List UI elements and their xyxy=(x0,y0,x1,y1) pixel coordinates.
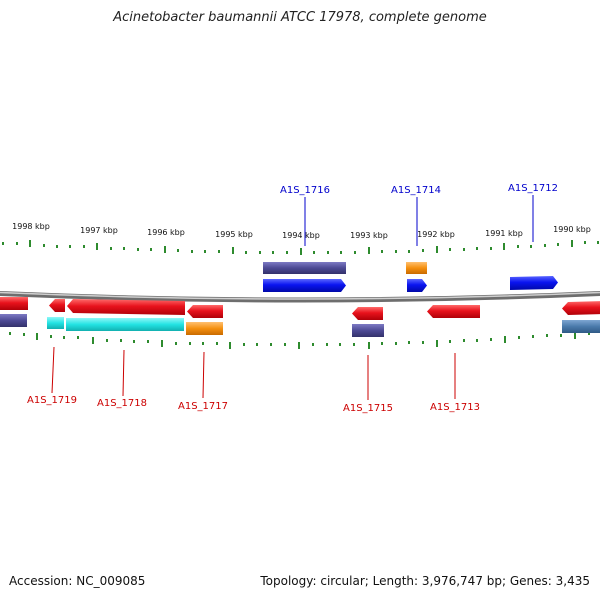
leader-line-a1s-1717 xyxy=(203,352,204,398)
leader-line-a1s-1719 xyxy=(52,347,54,393)
kbp-label: 1991 kbp xyxy=(485,229,523,238)
gene-left-edge-product[interactable] xyxy=(0,314,27,327)
genome-summary-text: Topology: circular; Length: 3,976,747 bp… xyxy=(260,574,590,588)
upper-tick-row xyxy=(3,240,598,255)
kbp-label: 1992 kbp xyxy=(417,230,455,239)
gene-a1s-1716-product[interactable] xyxy=(263,262,346,274)
gene-label-a1s-1717[interactable]: A1S_1717 xyxy=(178,401,228,412)
gene-label-a1s-1712[interactable]: A1S_1712 xyxy=(508,183,558,194)
kbp-label: 1995 kbp xyxy=(215,230,253,239)
lower-tick-row xyxy=(10,332,589,349)
gene-label-a1s-1718[interactable]: A1S_1718 xyxy=(97,398,147,409)
gene-a1s-1712-arrow[interactable] xyxy=(510,276,558,290)
gene-a1s-1719-product[interactable] xyxy=(47,317,64,329)
gene-right-edge-product[interactable] xyxy=(562,320,600,333)
gene-label-a1s-1719[interactable]: A1S_1719 xyxy=(27,395,77,406)
gene-label-a1s-1714[interactable]: A1S_1714 xyxy=(391,185,441,196)
accession-text: Accession: NC_009085 xyxy=(9,574,145,588)
gene-a1s-1717-product[interactable] xyxy=(186,322,223,335)
gene-a1s-1719-arrow[interactable] xyxy=(49,299,65,312)
gene-a1s-1716-arrow[interactable] xyxy=(263,279,346,292)
gene-a1s-1715-product[interactable] xyxy=(352,324,384,337)
gene-a1s-1715-arrow[interactable] xyxy=(352,307,383,320)
gene-a1s-1713-arrow[interactable] xyxy=(427,305,480,318)
gene-left-edge-arrow[interactable] xyxy=(0,297,28,310)
kbp-label: 1990 kbp xyxy=(553,225,591,234)
genome-map: 1998 kbp 1997 kbp 1996 kbp 1995 kbp 1994… xyxy=(0,0,600,600)
gene-label-a1s-1713[interactable]: A1S_1713 xyxy=(430,402,480,413)
gene-label-a1s-1715[interactable]: A1S_1715 xyxy=(343,403,393,414)
leader-line-a1s-1718 xyxy=(123,350,124,396)
gene-a1s-1714-arrow[interactable] xyxy=(407,279,427,292)
gene-label-a1s-1716[interactable]: A1S_1716 xyxy=(280,185,330,196)
gene-a1s-1718-product[interactable] xyxy=(66,318,184,331)
kbp-label: 1998 kbp xyxy=(12,222,50,231)
kbp-label: 1997 kbp xyxy=(80,226,118,235)
kbp-label: 1994 kbp xyxy=(282,231,320,240)
gene-a1s-1714-product[interactable] xyxy=(406,262,427,274)
gene-a1s-1717-arrow[interactable] xyxy=(187,305,223,318)
gene-a1s-1718-arrow[interactable] xyxy=(67,299,185,315)
kbp-label: 1996 kbp xyxy=(147,228,185,237)
kbp-label: 1993 kbp xyxy=(350,231,388,240)
gene-right-edge-arrow[interactable] xyxy=(562,301,600,315)
